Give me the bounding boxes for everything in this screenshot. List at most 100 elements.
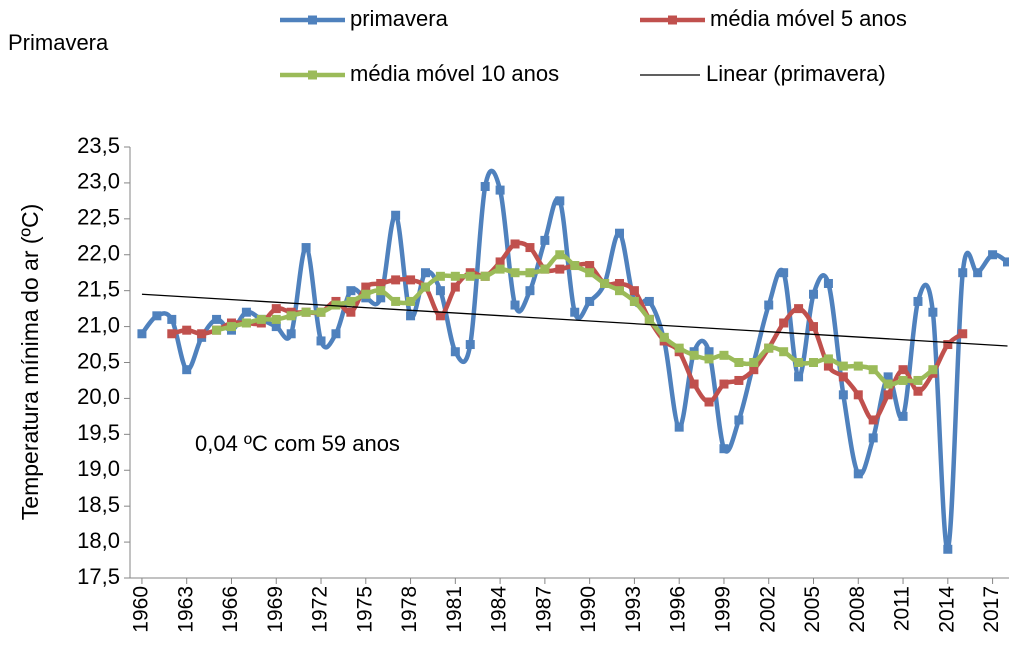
y-tick-label: 20,5 xyxy=(77,348,120,373)
series-marker xyxy=(838,390,848,400)
series-marker xyxy=(420,282,430,292)
series-marker xyxy=(898,365,908,375)
series-marker xyxy=(868,415,878,425)
series-marker xyxy=(794,304,804,314)
series-marker xyxy=(137,329,147,339)
series-marker xyxy=(570,261,580,271)
series-marker xyxy=(346,307,356,317)
legend-marker xyxy=(308,70,317,80)
series-marker xyxy=(465,271,475,281)
series-marker xyxy=(376,286,386,296)
series-marker xyxy=(316,336,326,346)
series-marker xyxy=(525,243,535,253)
series-marker xyxy=(450,282,460,292)
series-marker xyxy=(823,361,833,371)
series-marker xyxy=(346,296,356,306)
series-marker xyxy=(182,365,192,375)
series-marker xyxy=(704,347,714,357)
legend-label: Linear (primavera) xyxy=(706,61,886,86)
x-tick-label: 1972 xyxy=(309,586,332,633)
series-marker xyxy=(376,278,386,288)
series-marker xyxy=(585,268,595,278)
y-tick-label: 22,5 xyxy=(77,205,120,230)
series-marker xyxy=(614,228,624,238)
series-marker xyxy=(809,358,819,367)
x-tick-label: 1990 xyxy=(577,586,600,633)
series-marker xyxy=(585,261,595,271)
legend-marker xyxy=(668,15,677,25)
series-marker xyxy=(809,289,819,299)
series-marker xyxy=(958,329,968,339)
y-tick-label: 18,0 xyxy=(77,528,120,553)
y-tick-label: 19,5 xyxy=(77,420,120,445)
x-tick-label: 1987 xyxy=(532,586,555,633)
series-marker xyxy=(719,444,729,454)
series-marker xyxy=(510,268,520,278)
series-marker xyxy=(809,322,819,332)
series-marker xyxy=(495,185,505,195)
series-marker xyxy=(540,235,550,245)
series-marker xyxy=(406,311,416,321)
y-tick-label: 22,0 xyxy=(77,241,120,266)
series-marker xyxy=(749,365,759,375)
series-marker xyxy=(719,350,729,360)
series-marker xyxy=(525,268,535,278)
series-marker xyxy=(883,372,893,382)
series-marker xyxy=(898,411,908,421)
series-marker xyxy=(271,322,281,332)
series-marker xyxy=(734,358,744,367)
series-marker xyxy=(391,296,401,306)
x-tick-label: 2011 xyxy=(891,586,914,631)
series-marker xyxy=(689,350,699,360)
series-marker xyxy=(853,361,863,371)
series-marker xyxy=(331,329,341,339)
x-tick-label: 1975 xyxy=(353,586,376,633)
series-marker xyxy=(629,286,639,296)
series-marker xyxy=(406,275,416,285)
x-tick-label: 1999 xyxy=(712,586,735,633)
series-marker xyxy=(868,365,878,375)
x-tick-label: 1993 xyxy=(622,586,645,633)
series-marker xyxy=(286,329,296,339)
series-marker xyxy=(540,264,550,274)
series-marker xyxy=(271,304,281,314)
x-tick-label: 1978 xyxy=(398,586,421,633)
series-marker xyxy=(853,469,863,479)
series-marker xyxy=(779,268,789,278)
series-marker xyxy=(391,275,401,285)
series-marker xyxy=(629,296,639,306)
x-tick-label: 2017 xyxy=(980,586,1003,633)
series-marker xyxy=(614,286,624,296)
x-tick-label: 2014 xyxy=(935,586,958,633)
legend-label: média móvel 5 anos xyxy=(710,6,907,31)
x-tick-label: 2002 xyxy=(756,586,779,633)
series-marker xyxy=(838,372,848,382)
series-marker xyxy=(271,314,281,324)
series-marker xyxy=(361,289,371,299)
y-axis-label: Temperatura mínima do ar (ºC) xyxy=(17,204,43,520)
series-marker xyxy=(510,300,520,310)
x-tick-label: 1966 xyxy=(219,586,242,633)
legend-marker xyxy=(308,15,317,25)
series-marker xyxy=(779,347,789,357)
series-marker xyxy=(764,343,774,353)
series-marker xyxy=(301,243,311,253)
series-marker xyxy=(435,271,445,281)
series-marker xyxy=(406,296,416,306)
series-marker xyxy=(435,311,445,321)
series-marker xyxy=(510,239,520,249)
series-marker xyxy=(226,322,236,332)
legend-item: Linear (primavera) xyxy=(640,61,886,86)
series-marker xyxy=(913,375,923,385)
series-marker xyxy=(614,278,624,288)
trendline xyxy=(141,293,1008,347)
series-marker xyxy=(988,250,998,260)
series-marker xyxy=(868,433,878,443)
series-marker xyxy=(167,314,177,324)
series-marker xyxy=(674,343,684,353)
series-marker xyxy=(465,340,475,350)
series-marker xyxy=(838,361,848,371)
series-marker xyxy=(331,300,341,310)
series-marker xyxy=(928,307,938,317)
y-tick-label: 21,0 xyxy=(77,312,120,337)
